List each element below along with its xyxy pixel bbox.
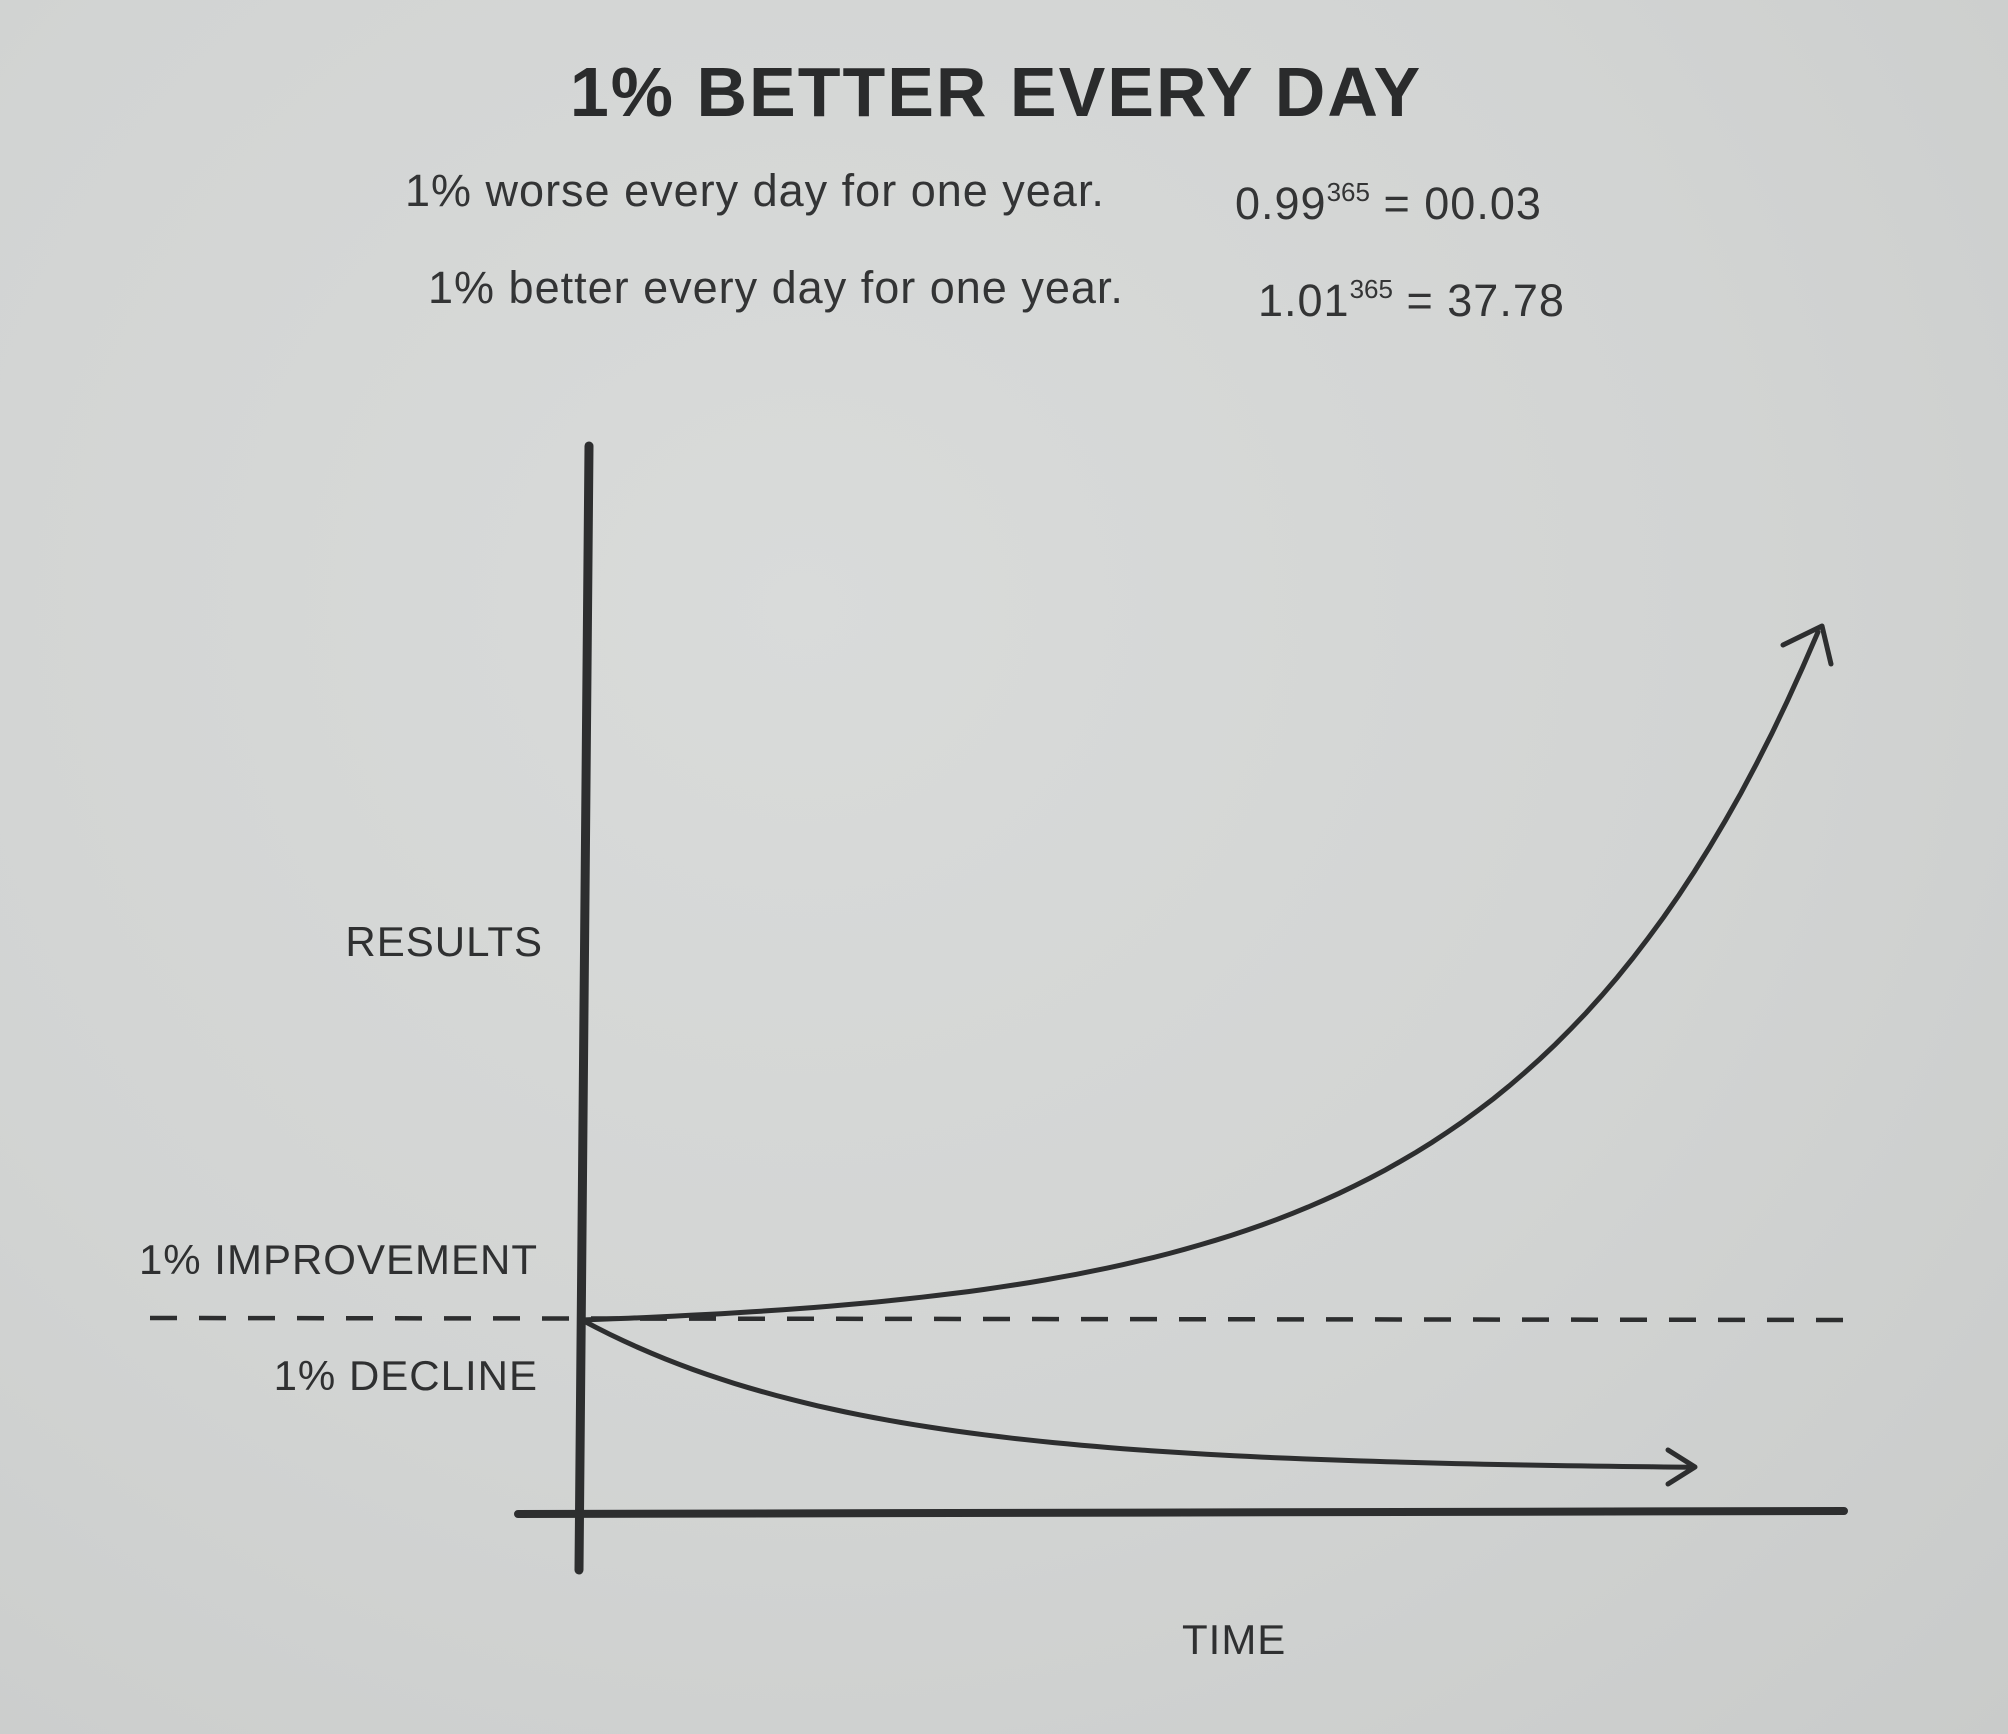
x-axis-line [514, 1507, 1848, 1518]
annotation-better-text: 1% better every day for one year. [428, 262, 1124, 313]
x-axis-label: TIME [1182, 1616, 1287, 1663]
decline-arrowhead [1665, 1447, 1698, 1487]
chart-title: 1% BETTER EVERY DAY [569, 53, 1423, 131]
decline-curve [579, 1317, 1695, 1470]
decline-label: 1% DECLINE [273, 1352, 538, 1399]
improvement-curve [579, 629, 1821, 1323]
improvement-arrowhead [1780, 623, 1834, 667]
improvement-label: 1% IMPROVEMENT [138, 1236, 538, 1283]
annotation-better: 1% better every day for one year. 1.0136… [428, 262, 1564, 326]
y-axis-line [574, 441, 594, 1575]
y-axis-label: RESULTS [345, 918, 543, 965]
annotation-worse-equation: 0.99365 = 00.03 [1235, 177, 1542, 229]
annotation-worse: 1% worse every day for one year. 0.99365… [405, 165, 1541, 229]
reference-dashed-line [149, 1315, 1859, 1323]
annotation-worse-text: 1% worse every day for one year. [405, 165, 1105, 216]
annotation-better-equation: 1.01365 = 37.78 [1258, 274, 1565, 326]
